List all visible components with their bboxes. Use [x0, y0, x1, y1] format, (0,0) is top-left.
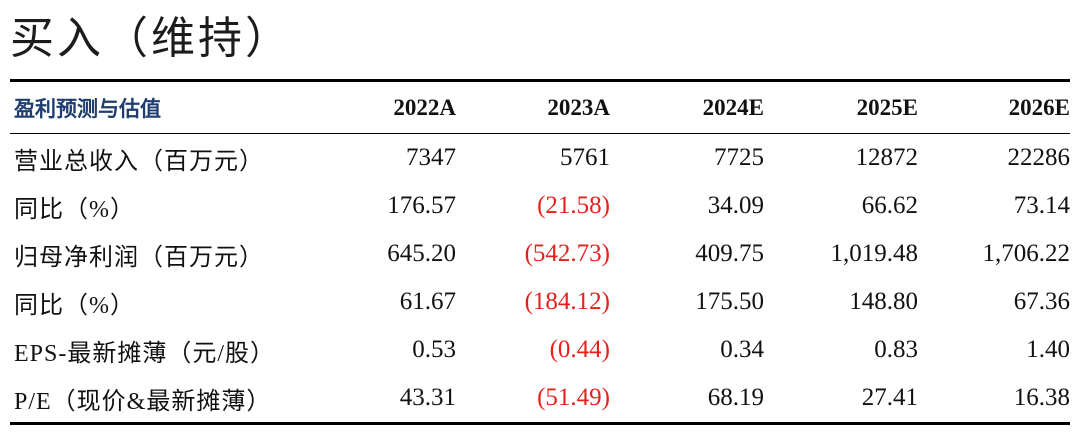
table-cell: 1,706.22 — [982, 240, 1071, 267]
table-cell: 7725 — [714, 144, 764, 171]
row-label: EPS-最新摊薄（元/股） — [14, 340, 276, 367]
bottom-rule — [10, 422, 1070, 425]
table-cell: 43.31 — [399, 384, 456, 411]
table-cell: 7347 — [406, 144, 456, 171]
table-cell: (51.49) — [537, 384, 610, 411]
table-cell: 409.75 — [695, 240, 764, 267]
table-cell: 34.09 — [707, 192, 764, 219]
table-cell: 61.67 — [399, 288, 456, 315]
column-header: 2025E — [856, 94, 918, 120]
table-cell: 0.83 — [874, 336, 918, 363]
forecast-table: 盈利预测与估值 2022A 2023A 2024E 2025E 2026E 营业… — [0, 79, 1070, 425]
table-cell: 176.57 — [387, 192, 456, 219]
table-row: 同比（%） 176.57 (21.58) 34.09 66.62 73.14 — [10, 182, 1070, 230]
table-cell: 5761 — [560, 144, 610, 171]
table-cell: 73.14 — [1013, 192, 1070, 219]
table-cell: 148.80 — [849, 288, 918, 315]
header-label: 盈利预测与估值 — [14, 96, 161, 121]
table-cell: 645.20 — [387, 240, 456, 267]
table-cell: 12872 — [855, 144, 919, 171]
table-row: P/E（现价&最新摊薄） 43.31 (51.49) 68.19 27.41 1… — [10, 374, 1070, 422]
column-header: 2022A — [393, 94, 456, 120]
table-row: EPS-最新摊薄（元/股） 0.53 (0.44) 0.34 0.83 1.40 — [10, 326, 1070, 374]
forecast-body: 营业总收入（百万元） 7347 5761 7725 12872 22286 同比… — [10, 134, 1070, 422]
table-cell: 0.53 — [412, 336, 456, 363]
table-cell: 67.36 — [1013, 288, 1070, 315]
table-cell: (0.44) — [549, 336, 610, 363]
row-label: 归母净利润（百万元） — [14, 244, 264, 271]
top-rule — [10, 79, 1070, 82]
table-cell: (21.58) — [537, 192, 610, 219]
column-header: 2026E — [1008, 94, 1070, 120]
table-row: 归母净利润（百万元） 645.20 (542.73) 409.75 1,019.… — [10, 230, 1070, 278]
row-label: 同比（%） — [14, 196, 135, 223]
table-cell: 16.38 — [1013, 384, 1070, 411]
row-label: P/E（现价&最新摊薄） — [14, 388, 272, 415]
table-cell: 0.34 — [720, 336, 764, 363]
table-cell: 27.41 — [861, 384, 918, 411]
table-cell: 68.19 — [707, 384, 764, 411]
row-label: 同比（%） — [14, 292, 135, 319]
table-header: 盈利预测与估值 2022A 2023A 2024E 2025E 2026E — [10, 82, 1070, 133]
header-row: 盈利预测与估值 2022A 2023A 2024E 2025E 2026E — [10, 82, 1070, 133]
table-cell: (542.73) — [524, 240, 610, 267]
table-row: 同比（%） 61.67 (184.12) 175.50 148.80 67.36 — [10, 278, 1070, 326]
rating-title: 买入（维持） — [10, 13, 292, 64]
forecast-grid: 盈利预测与估值 2022A 2023A 2024E 2025E 2026E — [10, 82, 1070, 133]
table-cell: 66.62 — [861, 192, 918, 219]
header-rule — [10, 133, 1070, 134]
table-cell: 175.50 — [695, 288, 764, 315]
row-label: 营业总收入（百万元） — [14, 148, 264, 175]
table-cell: 1.40 — [1026, 336, 1070, 363]
column-header: 2023A — [547, 94, 610, 120]
table-cell: 22286 — [1007, 144, 1071, 171]
table-cell: 1,019.48 — [830, 240, 919, 267]
table-cell: (184.12) — [524, 288, 610, 315]
table-row: 营业总收入（百万元） 7347 5761 7725 12872 22286 — [10, 134, 1070, 182]
column-header: 2024E — [702, 94, 764, 120]
